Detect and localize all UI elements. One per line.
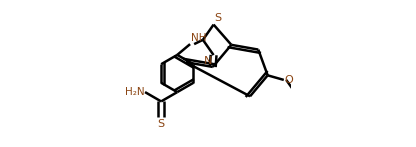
Text: NH: NH [191,33,206,43]
Text: S: S [158,119,165,129]
Text: O: O [285,75,293,85]
Text: H₂N: H₂N [125,87,144,97]
Text: N: N [204,56,212,66]
Text: S: S [214,13,222,23]
